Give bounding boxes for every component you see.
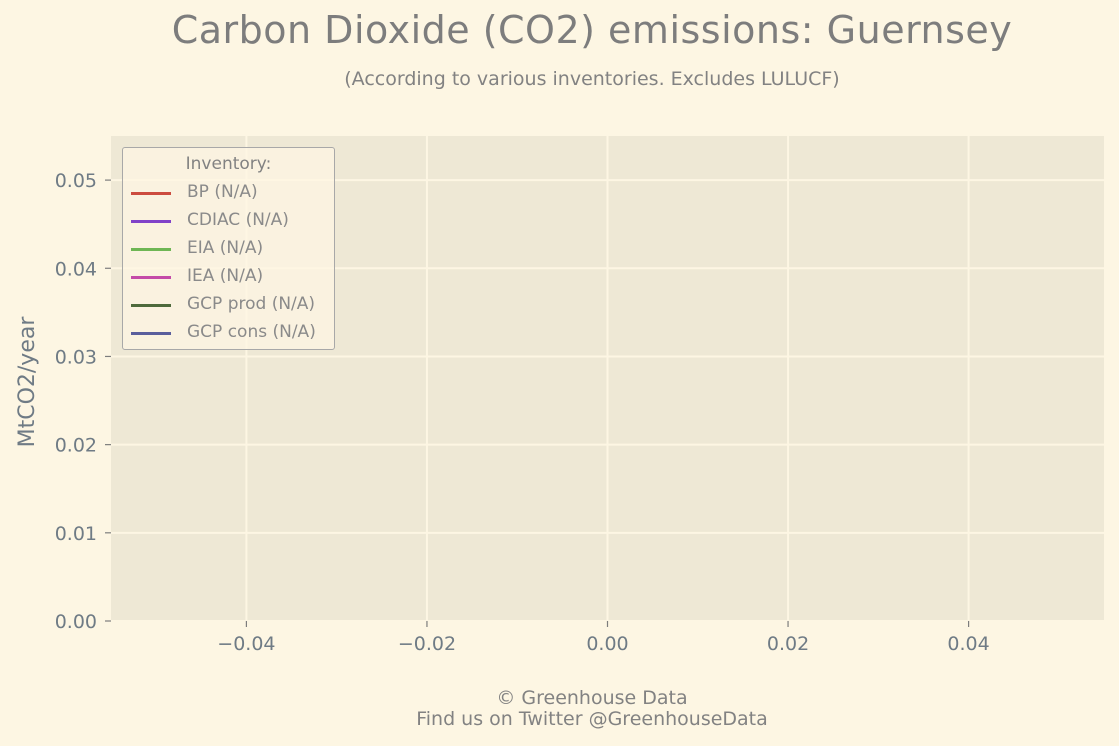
legend-swatch bbox=[131, 220, 171, 223]
y-tick-label: 0.01 bbox=[55, 523, 97, 545]
y-tick-label: 0.04 bbox=[55, 258, 97, 280]
y-axis: 0.00 0.01 0.02 0.03 0.04 0.05 bbox=[55, 170, 111, 633]
legend-label: GCP cons (N/A) bbox=[187, 322, 316, 342]
y-tick-label: 0.03 bbox=[55, 346, 97, 368]
chart-title: Carbon Dioxide (CO2) emissions: Guernsey bbox=[171, 8, 1013, 52]
y-tick-label: 0.05 bbox=[55, 170, 97, 192]
legend-item: EIA (N/A) bbox=[131, 236, 331, 264]
legend-label: IEA (N/A) bbox=[187, 266, 264, 286]
legend-item: BP (N/A) bbox=[131, 180, 331, 208]
legend-item: GCP prod (N/A) bbox=[131, 292, 331, 320]
legend: Inventory: BP (N/A) CDIAC (N/A) EIA (N/A) I… bbox=[122, 147, 335, 350]
legend-swatch bbox=[131, 192, 171, 195]
legend-label: BP (N/A) bbox=[187, 182, 258, 202]
legend-label: CDIAC (N/A) bbox=[187, 210, 289, 230]
x-tick-label: −0.04 bbox=[217, 633, 275, 655]
y-tick-label: 0.02 bbox=[55, 435, 97, 457]
legend-item: IEA (N/A) bbox=[131, 264, 331, 292]
legend-item: GCP cons (N/A) bbox=[131, 320, 331, 348]
legend-item: CDIAC (N/A) bbox=[131, 208, 331, 236]
x-tick-label: −0.02 bbox=[398, 633, 456, 655]
x-tick-label: 0.02 bbox=[767, 633, 809, 655]
x-tick-label: 0.04 bbox=[947, 633, 989, 655]
y-axis-label: MtCO2/year bbox=[15, 316, 40, 448]
x-tick-label: 0.00 bbox=[586, 633, 628, 655]
y-tick-label: 0.00 bbox=[55, 611, 97, 633]
legend-label: EIA (N/A) bbox=[187, 238, 264, 258]
footer-twitter: Find us on Twitter @GreenhouseData bbox=[416, 708, 768, 730]
legend-swatch bbox=[131, 332, 171, 335]
legend-swatch bbox=[131, 248, 171, 251]
legend-title: Inventory: bbox=[185, 154, 272, 174]
x-axis: −0.04 −0.02 0.00 0.02 0.04 bbox=[217, 621, 990, 655]
grid-lines bbox=[111, 136, 1104, 622]
legend-label: GCP prod (N/A) bbox=[187, 294, 316, 314]
legend-swatch bbox=[131, 304, 171, 307]
chart-subtitle: (According to various inventories. Exclu… bbox=[344, 68, 840, 90]
legend-swatch bbox=[131, 276, 171, 279]
footer-copyright: © Greenhouse Data bbox=[496, 687, 688, 709]
